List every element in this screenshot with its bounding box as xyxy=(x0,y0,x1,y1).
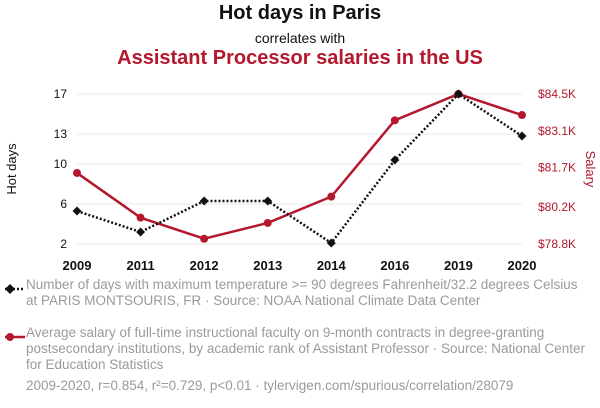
legend-entry-hot-days: Number of days with maximum temperature … xyxy=(4,277,594,311)
series-point-hot-days xyxy=(390,155,400,165)
legend-entry-salary: Average salary of full-time instructiona… xyxy=(4,325,594,375)
chart-title: Hot days in Paris xyxy=(218,2,382,24)
right-tick-label: $78.8K xyxy=(538,237,576,251)
series-point-salary xyxy=(518,111,526,120)
series-point-salary xyxy=(390,116,399,125)
series-point-hot-days xyxy=(453,89,463,99)
x-tick-label: 2012 xyxy=(190,258,219,273)
series-line-hot-days xyxy=(76,92,523,245)
line-chart: 2 6 10 13 17 $78.8K $80.2K $81.7K $83.1K $84.5K 20… xyxy=(4,87,598,273)
series-point-hot-days xyxy=(326,238,336,248)
right-tick-label: $83.1K xyxy=(538,124,576,138)
left-tick-label: 13 xyxy=(54,127,68,141)
right-tick-label: $84.5K xyxy=(538,87,576,101)
left-axis-label: Hot days xyxy=(4,143,19,195)
x-tick-label: 2009 xyxy=(63,258,92,273)
chart-connector: correlates with xyxy=(254,30,346,46)
x-tick-label: 2020 xyxy=(508,258,537,273)
x-tick-label: 2019 xyxy=(444,258,473,273)
footer-stats: 2009-2020, r=0.854, r²=0.729, p<0.01 · t… xyxy=(26,378,514,393)
chart-subtitle: Assistant Processor salaries in the US xyxy=(117,47,483,69)
series-point-salary xyxy=(327,192,336,201)
x-tick-label: 2011 xyxy=(126,258,154,273)
right-tick-label: $80.2K xyxy=(538,200,576,214)
series-point-hot-days xyxy=(136,227,146,237)
series-point-hot-days xyxy=(263,196,273,206)
left-tick-label: 6 xyxy=(60,197,67,211)
x-tick-label: 2014 xyxy=(317,258,347,273)
series-point-hot-days xyxy=(517,131,527,141)
series-point-salary xyxy=(73,168,81,177)
legend-text-hot-days: Number of days with maximum temperature … xyxy=(26,277,578,308)
series-point-hot-days xyxy=(72,206,82,216)
series-line-salary xyxy=(76,92,523,241)
solid-circle-line-icon xyxy=(5,333,25,341)
dotted-diamond-line-icon xyxy=(5,284,25,294)
left-tick-label: 17 xyxy=(54,87,68,101)
series-point-salary xyxy=(136,213,145,222)
x-tick-label: 2016 xyxy=(380,258,409,273)
right-axis-label: Salary xyxy=(583,151,598,188)
left-tick-label: 10 xyxy=(54,157,68,171)
x-tick-label: 2013 xyxy=(253,258,282,273)
right-tick-label: $81.7K xyxy=(538,161,576,175)
legend-text-salary: Average salary of full-time instructiona… xyxy=(26,325,586,372)
left-tick-label: 2 xyxy=(60,237,67,251)
series-point-salary xyxy=(200,234,209,243)
series-point-hot-days xyxy=(199,196,209,206)
series-point-salary xyxy=(263,218,272,227)
